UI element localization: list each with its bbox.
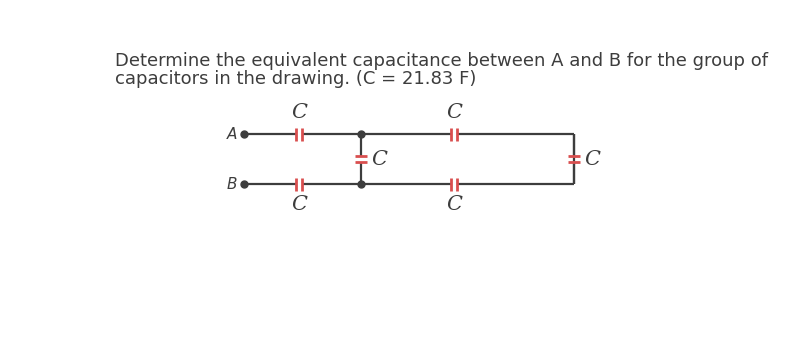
Text: C: C — [371, 150, 387, 169]
Text: C: C — [290, 103, 307, 122]
Text: C: C — [446, 103, 462, 122]
Text: C: C — [584, 150, 600, 169]
Text: B: B — [227, 177, 237, 192]
Text: C: C — [446, 195, 462, 214]
Text: capacitors in the drawing. (C = 21.83 F): capacitors in the drawing. (C = 21.83 F) — [115, 70, 477, 89]
Text: C: C — [290, 195, 307, 214]
Text: Determine the equivalent capacitance between A and B for the group of: Determine the equivalent capacitance bet… — [115, 52, 768, 70]
Text: A: A — [227, 127, 237, 142]
